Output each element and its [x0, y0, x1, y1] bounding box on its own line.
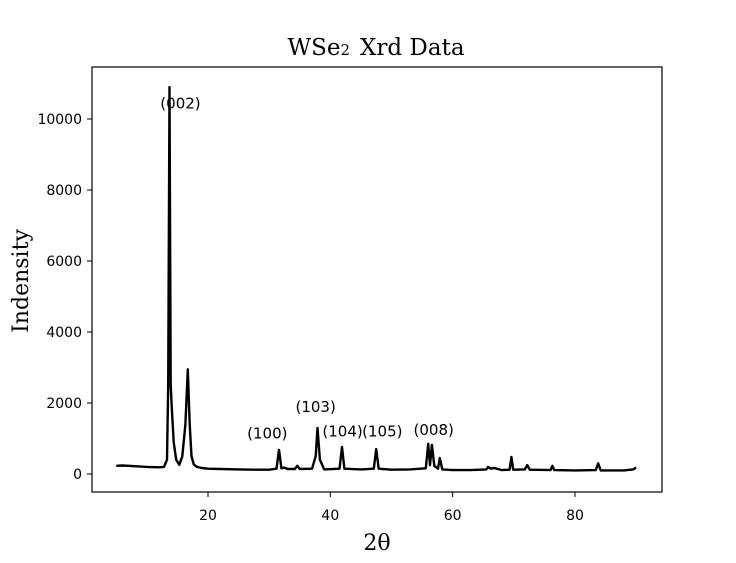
y-tick-label: 4000 [46, 325, 82, 341]
x-tick-label: 60 [444, 508, 462, 524]
y-tick-label: 2000 [46, 396, 82, 412]
peak-label: (002) [160, 94, 200, 112]
peak-label: (104) [322, 423, 362, 441]
x-tick-label: 40 [321, 508, 339, 524]
y-tick-label: 8000 [46, 183, 82, 199]
y-tick-label: 6000 [46, 254, 82, 270]
plot-frame [91, 66, 663, 493]
peak-annotations: (002) (100) (103) (104) (105) (008) [160, 94, 454, 442]
peak-label: (103) [295, 398, 335, 416]
y-axis-ticks: 0 2000 4000 6000 8000 10000 [37, 112, 92, 483]
xrd-series-line [116, 85, 637, 472]
peak-label: (100) [247, 425, 287, 443]
x-axis-label: 2θ [363, 531, 390, 556]
peak-label: (105) [362, 423, 402, 441]
y-axis-label: Indensity [9, 229, 34, 333]
y-tick-label: 0 [73, 467, 82, 483]
x-tick-label: 20 [199, 508, 217, 524]
chart-title: WSe2 Xrd Data [287, 35, 464, 61]
y-tick-label: 10000 [37, 112, 82, 128]
x-tick-label: 80 [566, 508, 584, 524]
x-axis-ticks: 20 40 60 80 [199, 492, 584, 524]
peak-label: (008) [414, 421, 454, 439]
